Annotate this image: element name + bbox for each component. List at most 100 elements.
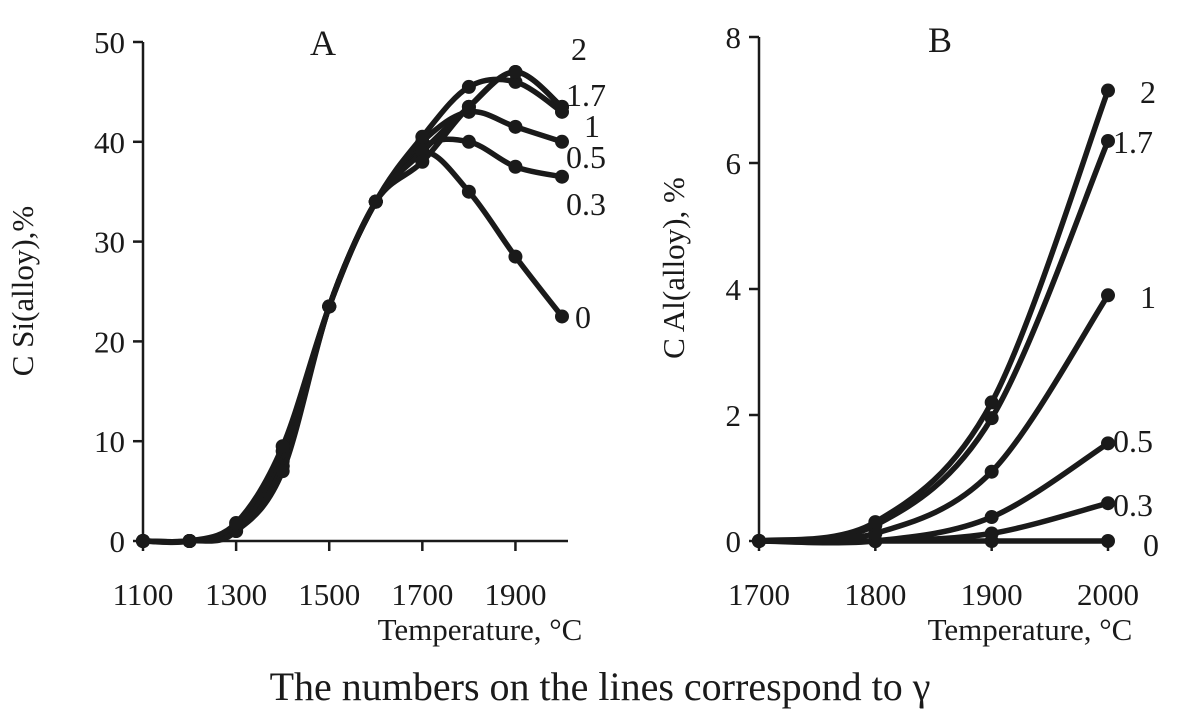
chart-b-series-label: 0.5: [1113, 423, 1153, 459]
chart-b-ticks: 0 2 4 6 8 1700 1800 1900 2000: [726, 20, 1140, 612]
chart-b-series-label: 0: [1143, 527, 1159, 563]
chart-b-series-1: [752, 288, 1115, 548]
chart-b: 0 2 4 6 8 1700 1800 1900 2000 0 0.3 0.5 1 1.7 2 B Tem…: [656, 20, 1159, 647]
chart-b-y-tick-label: 4: [726, 272, 742, 307]
chart-b-data-point: [1101, 133, 1115, 148]
chart-b-series-label: 1: [1140, 279, 1156, 315]
chart-b-data-point: [868, 515, 883, 530]
chart-a-data-point: [461, 99, 476, 114]
chart-a-x-axis-title: Temperature, °C: [378, 612, 583, 647]
chart-b-x-tick-label: 1800: [844, 577, 906, 612]
chart-b-data-point: [752, 534, 766, 548]
chart-a-data-point: [555, 309, 569, 324]
chart-a-series-label: 1.7: [566, 77, 606, 113]
chart-a-series-line: [140, 108, 565, 545]
chart-a-data-point: [368, 194, 383, 209]
chart-b-data-point: [1101, 83, 1115, 98]
chart-a-y-axis-title: C Si(alloy),%: [5, 206, 40, 377]
chart-a-series-label: 2: [571, 31, 587, 67]
chart-a-x-tick-label: 1900: [484, 577, 546, 612]
chart-a-data-point: [182, 534, 197, 548]
chart-a-data-point: [508, 249, 523, 264]
chart-b-x-tick-label: 1700: [728, 577, 790, 612]
chart-a-y-tick-label: 10: [94, 424, 125, 459]
chart-a-x-tick-label: 1100: [113, 577, 174, 612]
chart-a-series-1: [136, 74, 569, 548]
chart-b-data-point: [984, 510, 999, 525]
chart-a-series-0.5: [136, 104, 569, 548]
chart-a-x-tick-label: 1300: [205, 577, 267, 612]
chart-b-series-0.5: [752, 436, 1115, 548]
chart-b-series-label: 2: [1140, 74, 1156, 110]
chart-a-data-point: [508, 159, 523, 174]
chart-a-data-point: [555, 134, 569, 149]
chart-b-y-tick-label: 0: [726, 524, 742, 559]
chart-a-series-labels: 0 0.3 0.511.7 2: [566, 31, 606, 335]
chart-b-series-line: [756, 87, 1111, 544]
chart-b-data-point: [1101, 534, 1115, 548]
chart-a-y-tick-label: 30: [94, 225, 125, 260]
chart-a-x-tick-label: 1700: [391, 577, 453, 612]
chart-a-series-2: [136, 64, 569, 548]
chart-a-series-line: [140, 149, 565, 545]
chart-a-series: [136, 64, 569, 548]
chart-a-data-point: [275, 439, 290, 454]
chart-a-x-tick-label: 1500: [298, 577, 360, 612]
chart-a-y-tick-label: 40: [94, 125, 125, 160]
chart-a-data-point: [275, 464, 290, 479]
chart-b-data-point: [1101, 436, 1115, 451]
chart-a-panel-label: A: [310, 23, 336, 63]
chart-a-data-point: [322, 299, 337, 314]
chart-a-series-label: 1: [584, 108, 600, 144]
chart-a-data-point: [555, 169, 569, 184]
chart-b-y-tick-label: 6: [726, 146, 742, 181]
chart-a-data-point: [555, 99, 569, 114]
chart-a-y-tick-label: 50: [94, 25, 125, 60]
chart-b-series: [752, 83, 1115, 548]
chart-a-data-point: [508, 64, 523, 79]
chart-a-data-point: [461, 79, 476, 94]
chart-a-data-point: [229, 516, 244, 531]
chart-b-series-label: 0.3: [1113, 487, 1153, 523]
chart-b-series-labels: 0 0.3 0.5 1 1.7 2: [1113, 74, 1159, 563]
chart-b-data-point: [1101, 288, 1115, 303]
chart-b-data-point: [1101, 496, 1115, 511]
chart-b-x-tick-label: 1900: [961, 577, 1023, 612]
chart-a-data-point: [461, 134, 476, 149]
chart-b-panel-label: B: [928, 20, 952, 60]
figure-caption: The numbers on the lines correspond to γ: [270, 664, 931, 709]
chart-a-series-line: [140, 76, 565, 545]
chart-a-y-tick-label: 20: [94, 324, 125, 359]
chart-a-data-point: [136, 534, 150, 548]
chart-b-y-axis-title: C Al(alloy), %: [656, 177, 691, 359]
chart-a-series-1.7: [136, 64, 569, 548]
chart-a-series-label: 0.3: [566, 186, 606, 222]
chart-a-data-point: [415, 154, 430, 169]
chart-a-series-line: [140, 69, 565, 546]
chart-b-data-point: [984, 464, 999, 479]
chart-b-series-line: [756, 440, 1111, 546]
chart-a-data-point: [461, 184, 476, 199]
chart-b-y-tick-label: 8: [726, 20, 742, 55]
chart-a-data-point: [508, 119, 523, 134]
chart-b-series-2: [752, 83, 1115, 548]
chart-b-series-line: [756, 292, 1111, 544]
chart-b-x-axis-title: Temperature, °C: [928, 612, 1133, 647]
chart-a-y-tick-label: 0: [110, 524, 126, 559]
chart-a-series-0.3: [136, 134, 569, 548]
chart-b-y-tick-label: 2: [726, 398, 742, 433]
chart-a-ticks: 0 10 20 30 40 50 1100 1300 1500 1700 1900: [94, 25, 546, 612]
chart-b-series-label: 1.7: [1113, 124, 1153, 160]
chart-a-series-label: 0.5: [566, 139, 606, 175]
chart-a-series-0: [136, 144, 569, 548]
chart-b-x-tick-label: 2000: [1077, 577, 1139, 612]
chart-a-data-point: [415, 129, 430, 144]
chart-b-series-1.7: [752, 133, 1115, 548]
chart-b-data-point: [984, 526, 999, 541]
chart-b-data-point: [984, 411, 999, 426]
chart-b-data-point: [984, 395, 999, 410]
chart-a-data-point: [508, 74, 523, 89]
chart-a-series-line: [140, 69, 565, 545]
